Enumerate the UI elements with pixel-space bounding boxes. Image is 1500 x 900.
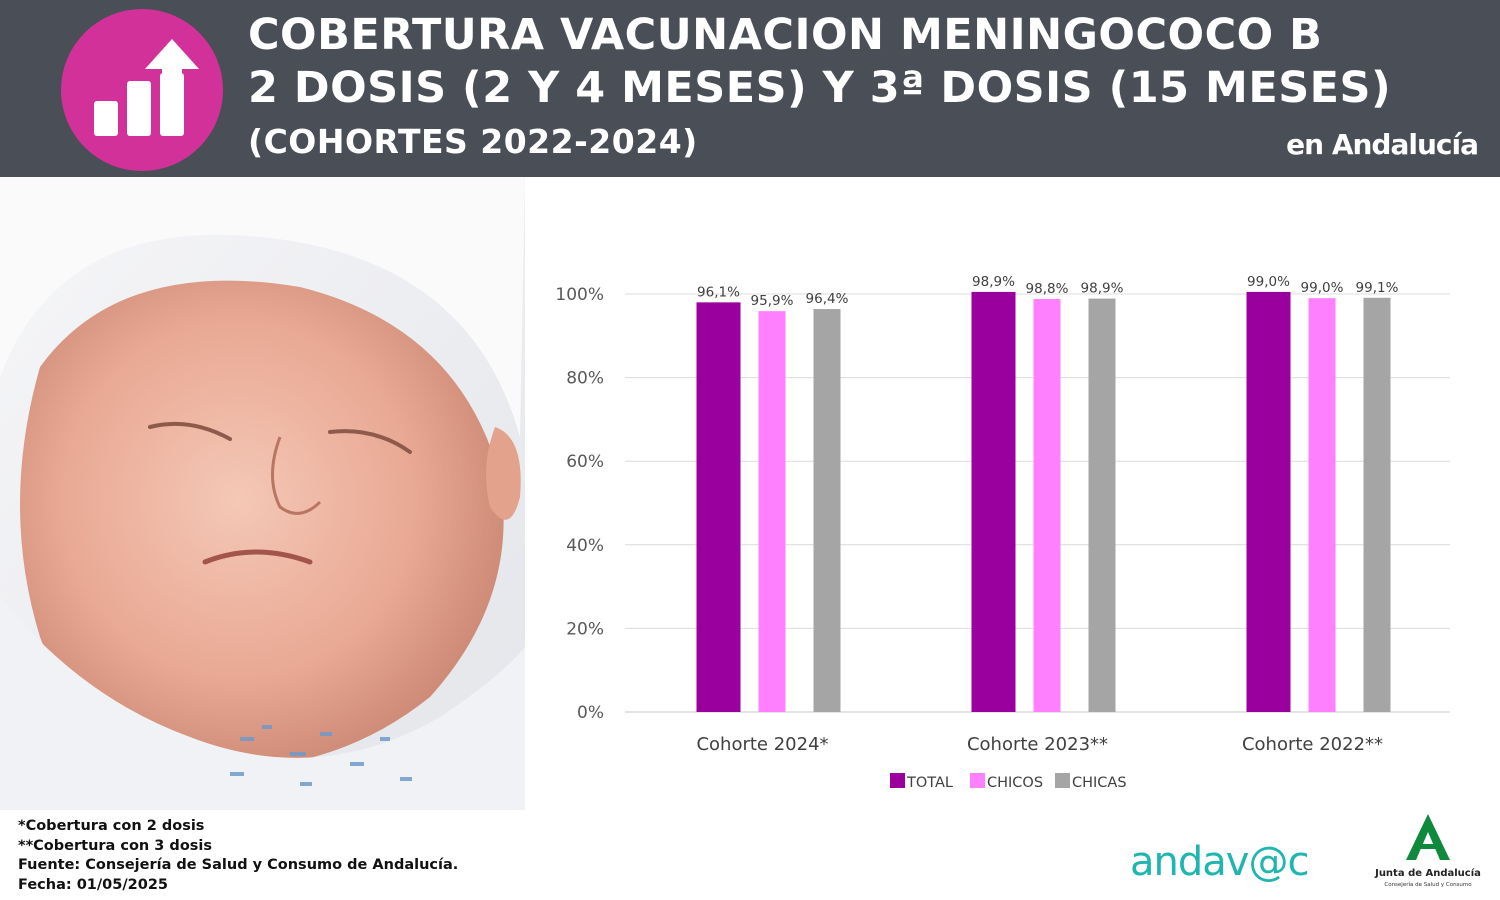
region-label: en Andalucía xyxy=(1286,128,1479,161)
bar-chicos xyxy=(1033,299,1061,712)
junta-andalucia-logo: Junta de Andalucía Consejería de Salud y… xyxy=(1372,812,1484,892)
footnotes: *Cobertura con 2 dosis **Cobertura con 3… xyxy=(18,817,458,895)
y-tick-label: 80% xyxy=(566,369,604,389)
bar-chicas xyxy=(1088,298,1116,712)
legend-swatch-chicas xyxy=(1055,773,1070,788)
y-tick-label: 20% xyxy=(566,619,604,639)
data-label: 96,1% xyxy=(697,284,740,300)
y-tick-label: 60% xyxy=(566,452,604,472)
logo-circle xyxy=(61,9,223,171)
legend-label-chicas: CHICAS xyxy=(1072,775,1127,791)
y-tick-label: 40% xyxy=(566,536,604,556)
legend-swatch-chicos xyxy=(970,773,985,788)
header-banner: COBERTURA VACUNACION MENINGOCOCO B 2 DOS… xyxy=(0,0,1500,177)
title-line-1: COBERTURA VACUNACION MENINGOCOCO B xyxy=(248,10,1323,60)
footnote-source: Fuente: Consejería de Salud y Consumo de… xyxy=(18,857,459,873)
junta-name: Junta de Andalucía xyxy=(1375,868,1481,879)
legend-swatch-total xyxy=(890,773,905,788)
bar-chicos xyxy=(1308,298,1336,712)
title-line-3: (COHORTES 2022-2024) xyxy=(248,122,698,161)
bar-total xyxy=(1246,291,1291,712)
bar-chart-growth-icon xyxy=(94,39,199,136)
data-label: 99,1% xyxy=(1356,280,1399,296)
data-label: 98,8% xyxy=(1026,281,1069,297)
category-label: Cohorte 2022** xyxy=(1242,734,1383,755)
y-tick-label: 100% xyxy=(555,285,604,305)
coverage-bar-chart: 96,1% 95,9% 96,4% 98,9% 98,8% 98,9% 99,0% 99,0%… xyxy=(555,274,1450,791)
bar-chicas xyxy=(813,309,841,712)
data-label: 98,9% xyxy=(1081,281,1124,297)
footnote-date: Fecha: 01/05/2025 xyxy=(18,876,169,893)
y-tick-label: 0% xyxy=(577,703,604,723)
sleeping-newborn-photo xyxy=(0,177,525,810)
category-label: Cohorte 2023** xyxy=(967,734,1108,755)
legend-label-chicos: CHICOS xyxy=(987,775,1043,791)
data-label: 95,9% xyxy=(751,293,794,309)
junta-subtitle: Consejería de Salud y Consumo xyxy=(1384,882,1472,888)
data-label: 99,0% xyxy=(1247,274,1290,290)
footnote-three-doses: **Cobertura con 3 dosis xyxy=(18,837,213,854)
bar-total xyxy=(971,291,1016,712)
data-label: 99,0% xyxy=(1301,280,1344,296)
footnote-two-doses: *Cobertura con 2 dosis xyxy=(18,818,205,834)
bar-chicos xyxy=(758,311,786,712)
data-label: 98,9% xyxy=(972,274,1015,290)
data-label: 96,4% xyxy=(806,291,849,307)
junta-mark-icon xyxy=(1406,814,1450,860)
andavac-logo: andav@c xyxy=(1130,839,1309,885)
category-label: Cohorte 2024* xyxy=(696,734,828,755)
bar-chicas xyxy=(1363,297,1391,712)
title-line-2: 2 DOSIS (2 Y 4 MESES) Y 3ª DOSIS (15 MES… xyxy=(248,63,1392,113)
legend-label-total: TOTAL xyxy=(906,775,953,791)
bar-total xyxy=(696,302,741,712)
